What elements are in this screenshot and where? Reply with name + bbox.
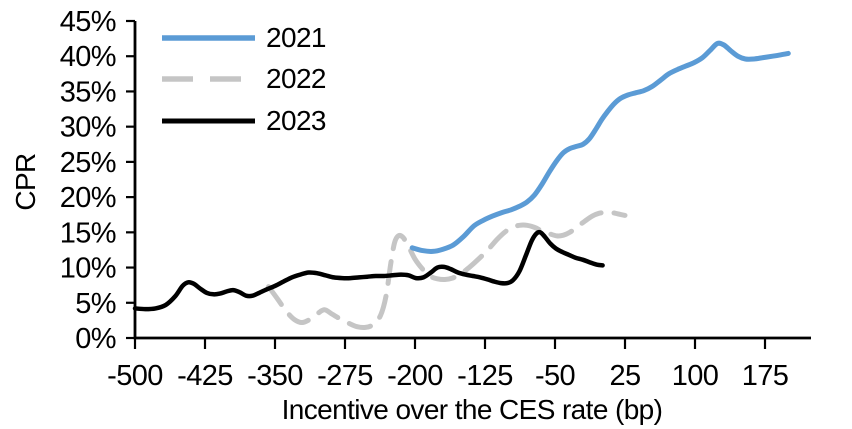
y-tick-label: 35% (60, 76, 116, 108)
x-tick-label: -425 (177, 360, 233, 392)
legend-item-2022: 2022 (160, 59, 326, 101)
y-tick-label: 30% (60, 112, 116, 144)
y-tick-label: 20% (60, 182, 116, 214)
y-tick-label: 10% (60, 253, 116, 285)
x-tick-label: 175 (742, 360, 789, 392)
series-line-2021 (409, 40, 791, 254)
x-tick-label: -500 (107, 360, 163, 392)
y-tick-label: 25% (60, 147, 116, 179)
series-line-2022 (266, 209, 628, 331)
y-tick-label: 0% (75, 323, 116, 355)
legend-label-2022: 2022 (266, 63, 326, 95)
y-tick-label: 5% (75, 288, 116, 320)
y-tick-label: 45% (60, 6, 116, 38)
legend: 2021 2022 2023 (160, 17, 326, 142)
x-tick-label: -125 (457, 360, 513, 392)
legend-line-2022-icon (162, 76, 255, 82)
x-tick-label: -275 (317, 360, 373, 392)
legend-label-2023: 2023 (266, 104, 326, 136)
series-line-2023 (132, 229, 605, 312)
legend-line-2023-icon (162, 118, 255, 124)
y-tick-label: 15% (60, 217, 116, 249)
legend-item-2023: 2023 (160, 100, 326, 142)
x-tick-label: -350 (247, 360, 303, 392)
x-axis-title: Incentive over the CES rate (bp) (281, 394, 663, 425)
y-tick-label: 40% (60, 41, 116, 73)
x-tick-label: 100 (672, 360, 719, 392)
legend-item-2021: 2021 (160, 17, 326, 59)
x-tick-label: -50 (535, 360, 575, 392)
legend-line-2021-icon (162, 35, 255, 41)
y-axis-title: CPR (10, 153, 41, 211)
x-tick-label: 25 (609, 360, 640, 392)
legend-label-2021: 2021 (266, 21, 326, 53)
x-tick-label: -200 (387, 360, 443, 392)
